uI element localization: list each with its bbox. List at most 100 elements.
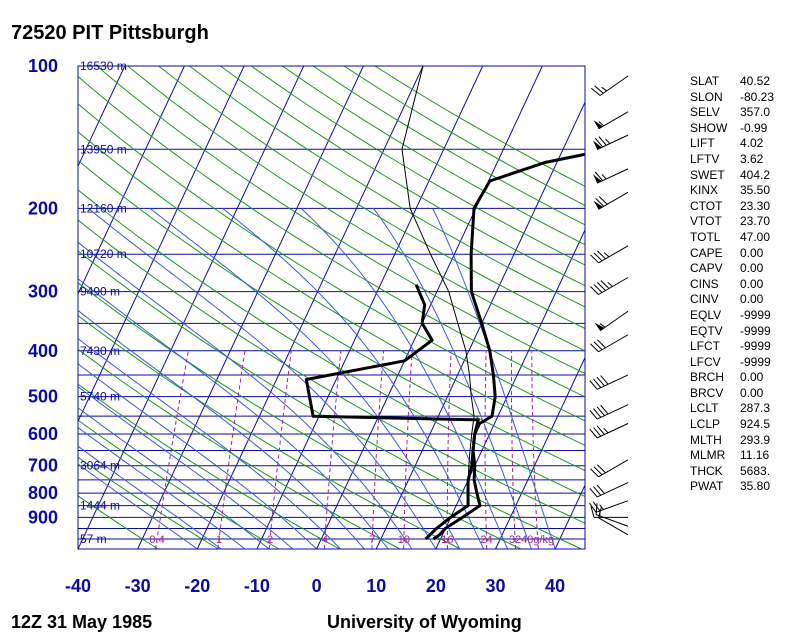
index-value: 11.16 <box>740 448 770 463</box>
mixing-ratio-line <box>371 350 385 549</box>
dry-adiabat-line <box>251 66 585 266</box>
isotherm-line <box>78 66 305 549</box>
wind-barb-staff <box>596 482 629 498</box>
wind-barb-half-flag <box>603 252 610 258</box>
index-row: VTOT 23.70 <box>690 214 774 230</box>
pressure-tick-label: 300 <box>28 282 58 302</box>
height-label: 1444 m <box>80 499 120 513</box>
wind-barb-flag <box>597 464 606 474</box>
moist-adiabat-line <box>78 241 413 549</box>
wind-barb-flag <box>593 341 603 351</box>
moist-adiabat-line <box>222 208 485 549</box>
index-row: LFTV 3.62 <box>690 152 774 168</box>
moist-adiabat-line <box>88 208 437 549</box>
wind-barb <box>589 404 629 420</box>
index-value: -9999 <box>740 354 771 369</box>
wind-barb <box>589 374 629 390</box>
index-key: CAPE <box>690 245 723 260</box>
wind-barb <box>589 500 629 513</box>
wind-barb-staff <box>598 459 629 478</box>
isotherm-line <box>78 66 185 295</box>
wind-barb-flag <box>590 506 595 518</box>
mixing-ratio-line <box>403 350 413 549</box>
pressure-tick-label: 200 <box>28 198 58 218</box>
temperature-tick-label: -40 <box>65 576 91 596</box>
wind-barb-flag <box>590 468 599 478</box>
mixing-ratio-line <box>217 350 246 549</box>
wind-barb-flag <box>597 250 606 260</box>
index-key: LFCT <box>690 339 720 354</box>
wind-barb-staff <box>598 111 629 130</box>
index-value: -9999 <box>740 307 771 322</box>
index-key: PWAT <box>690 479 724 494</box>
dry-adiabat-line <box>78 348 401 549</box>
height-label: 7430 m <box>80 344 120 358</box>
wind-barb <box>590 334 629 353</box>
wind-barb-staff <box>596 404 629 420</box>
wind-barb <box>589 423 629 439</box>
wind-barb-flag <box>593 466 603 476</box>
moist-adiabat-line <box>78 445 222 549</box>
index-value: -80.23 <box>740 89 775 104</box>
moist-adiabat-line <box>300 208 508 549</box>
wind-barb-staff <box>596 134 629 150</box>
height-label: 5740 m <box>80 390 120 404</box>
height-label: 9490 m <box>80 285 120 299</box>
wind-barb-flag <box>590 343 599 353</box>
isotherm-line <box>0 66 5 549</box>
wind-barb-staff <box>598 245 629 264</box>
dry-adiabat-line <box>78 495 159 549</box>
index-table: SLAT 40.52 SLON -80.23 SELV 357.0 SHOW -0.99 LIF… <box>690 74 774 495</box>
height-label: 12160 m <box>80 201 127 215</box>
mixing-ratio-line <box>511 350 516 549</box>
wind-barb <box>591 75 629 96</box>
isotherm-line <box>196 66 424 549</box>
moist-adiabat-line <box>78 338 341 549</box>
index-value: 23.30 <box>740 198 771 213</box>
index-row: SLON -80.23 <box>690 90 774 106</box>
wind-barb-staff <box>598 277 629 295</box>
wind-barb <box>593 111 629 130</box>
index-key: LIFT <box>690 136 715 151</box>
plot-frame <box>77 65 586 550</box>
index-key: EQTV <box>690 323 723 338</box>
dry-adiabat-line <box>220 66 585 287</box>
temperature-tick-label: 20 <box>426 576 446 596</box>
mixing-ratio-label: 40g/kg <box>521 534 554 546</box>
isotherm-line <box>78 66 126 168</box>
wind-barb-half-flag <box>601 86 607 92</box>
wind-barb-staff <box>598 517 629 536</box>
index-value: 35.80 <box>740 479 771 494</box>
dry-adiabat-line <box>78 103 585 422</box>
wind-barb-half-flag <box>607 281 613 287</box>
mixing-ratio-label: 7 <box>369 534 375 546</box>
chart-title: 72520 PIT Pittsburgh <box>11 22 209 44</box>
dry-adiabat-line <box>78 159 585 472</box>
index-key: MLMR <box>690 448 726 463</box>
wind-barb-half-flag <box>599 323 606 328</box>
wind-barb <box>590 506 628 518</box>
temperature-tick-label: 40 <box>545 576 565 596</box>
sounding-time: 12Z 31 May 1985 <box>11 612 153 632</box>
isotherm-line <box>495 356 585 549</box>
wind-barb-flag <box>600 375 609 385</box>
wind-barb-staff <box>596 168 629 184</box>
wind-barb-pennant <box>592 140 602 150</box>
wind-barb-flag <box>594 137 604 148</box>
index-value: -9999 <box>740 323 771 338</box>
wind-barb-flag <box>600 404 609 415</box>
index-value: 5683. <box>740 463 771 478</box>
moist-adiabat-line <box>149 208 461 549</box>
index-value: 23.70 <box>740 214 771 229</box>
index-row: SELV 357.0 <box>690 105 774 121</box>
mixing-ratio-label: 2 <box>267 534 273 546</box>
wind-barb-half-flag <box>603 427 609 434</box>
wind-barb-flag <box>598 195 608 205</box>
wind-barb-flag <box>598 506 602 518</box>
moist-adiabat-line <box>78 309 365 549</box>
temperature-tick-label: 30 <box>486 576 506 596</box>
moist-adiabat-line <box>78 386 294 549</box>
wind-barb-flag <box>594 85 604 94</box>
wind-barb-flag <box>597 282 606 291</box>
